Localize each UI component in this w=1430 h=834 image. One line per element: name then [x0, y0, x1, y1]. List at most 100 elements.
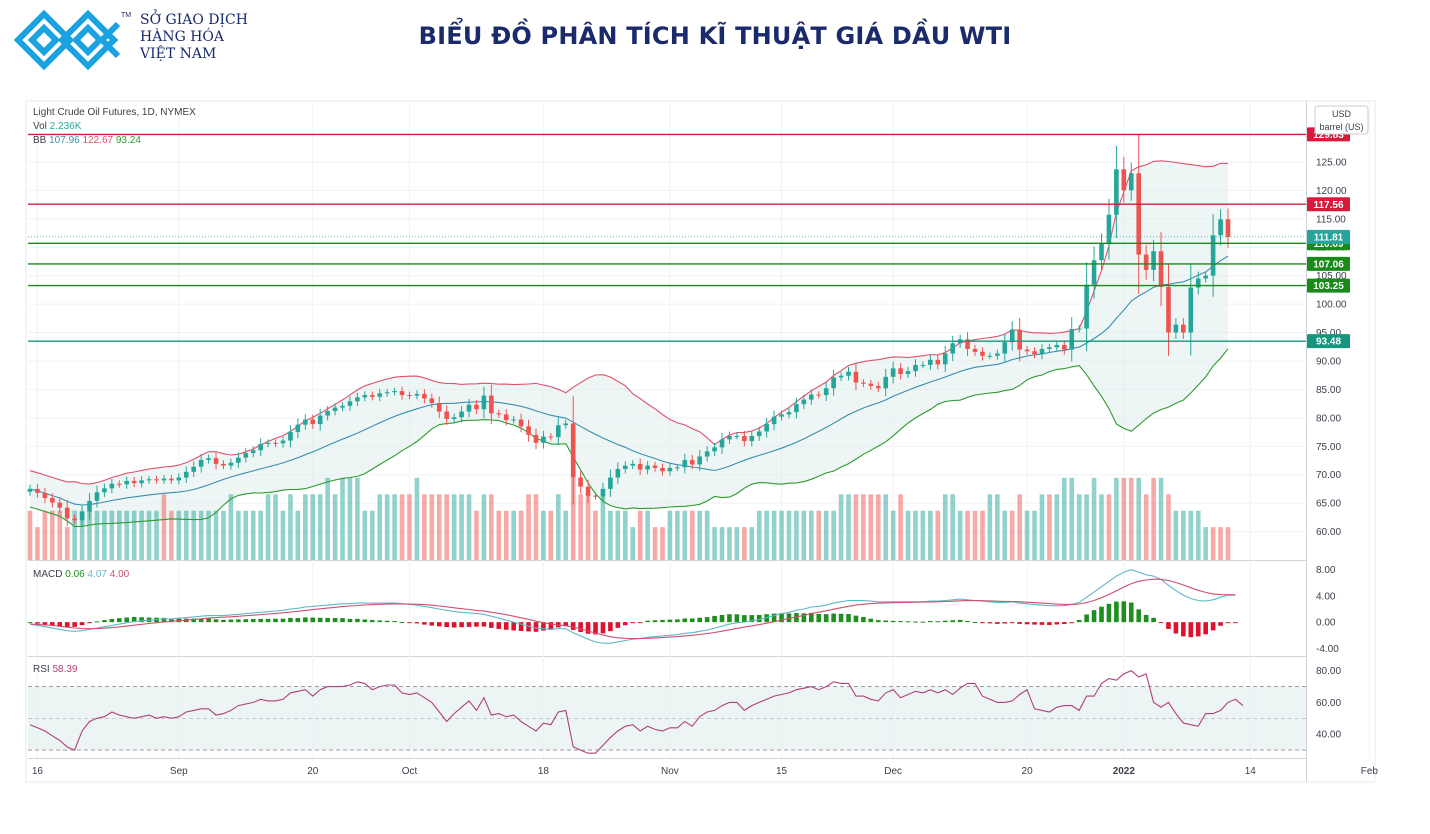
- overlay: 129.83 117.56 110.69 107.06 103.25 93.48 111.8…: [28, 105, 1369, 675]
- volume-bar: [995, 494, 1000, 560]
- macd-histogram-bar: [987, 622, 993, 624]
- candle-body: [414, 393, 420, 396]
- bollinger-basis-line: [29, 255, 1229, 506]
- macd-histogram-bar: [273, 618, 278, 623]
- candle-body: [198, 459, 204, 467]
- macd-histogram-bar: [742, 615, 747, 623]
- volume-bar: [1024, 510, 1030, 560]
- candle-body: [950, 343, 955, 354]
- candle-body: [369, 395, 375, 397]
- volume-bar: [541, 510, 546, 560]
- volume-bar: [1017, 494, 1022, 560]
- volume-bar: [660, 527, 665, 560]
- y-tick-label-9: 80.00: [1316, 413, 1341, 424]
- volume-bar: [124, 510, 130, 560]
- logo: TM: [13, 9, 254, 71]
- candle-body: [422, 393, 427, 399]
- macd-histogram-bar: [1091, 610, 1097, 623]
- candle-body: [236, 457, 241, 463]
- x-tick-label-2: 20: [307, 766, 319, 777]
- macd-histogram-bar: [481, 622, 487, 627]
- volume-bar: [42, 510, 48, 560]
- macd-tick-label-2: 0.00: [1316, 618, 1336, 629]
- candle-body: [310, 419, 316, 425]
- candle-body: [436, 403, 442, 412]
- volume-bar: [838, 494, 844, 560]
- volume-bar: [236, 510, 241, 560]
- candle-body: [1069, 329, 1075, 350]
- candle-body: [42, 492, 48, 499]
- macd-histogram-bar: [325, 617, 330, 623]
- candle-body: [384, 392, 390, 394]
- volume-bar: [399, 494, 405, 560]
- candle-body: [1009, 329, 1015, 343]
- candle-body: [875, 385, 881, 389]
- candle-body: [972, 348, 978, 352]
- x-tick-label-9: 2022: [1113, 766, 1136, 777]
- macd-histogram-bar: [340, 618, 345, 623]
- volume-bar: [1225, 527, 1231, 560]
- macd-histogram-bar: [459, 622, 464, 628]
- last-price-label: 111.81: [1314, 232, 1344, 243]
- macd-histogram-bar: [503, 622, 509, 630]
- macd-histogram-bar: [875, 620, 881, 623]
- y-tick-label-5: 100.00: [1316, 300, 1347, 311]
- macd-histogram-bar: [124, 617, 130, 623]
- volume-bar: [191, 510, 197, 560]
- macd-histogram-bar: [1173, 622, 1179, 634]
- volume-bar: [1166, 494, 1171, 560]
- macd-histogram-bar: [429, 622, 435, 626]
- volume-bar: [27, 510, 33, 560]
- candle-body: [1039, 348, 1045, 355]
- macd-histogram-bar: [444, 622, 450, 627]
- macd-histogram-bar: [801, 613, 807, 623]
- macd-histogram-bar: [317, 617, 323, 623]
- volume-bar: [1061, 477, 1067, 560]
- volume-bar: [682, 510, 688, 560]
- logo-line-3: VIỆT NAM: [140, 46, 217, 62]
- macd-histogram-bar: [1195, 622, 1201, 637]
- volume-bar: [176, 510, 182, 560]
- macd-histogram-bar: [570, 622, 576, 630]
- macd-histogram-bar: [1017, 622, 1022, 624]
- macd-histogram-bar: [920, 621, 926, 623]
- volume-bar: [556, 494, 561, 560]
- macd-histogram-bar: [436, 622, 442, 627]
- candle-body: [1151, 251, 1156, 270]
- macd-value: 0.06: [62, 569, 85, 580]
- y-tick-label-13: 60.00: [1316, 527, 1341, 538]
- x-tick-label-1: Sep: [170, 766, 188, 777]
- macd-histogram-bar: [1121, 601, 1127, 623]
- macd-histogram-bar: [548, 622, 554, 630]
- volume-bar: [563, 510, 569, 560]
- macd-histogram-bar: [622, 622, 628, 626]
- volume-bar: [1121, 477, 1127, 560]
- volume-bar: [1032, 510, 1037, 560]
- candle-body: [50, 498, 55, 503]
- chart-frame: [25, 100, 1376, 783]
- macd-histogram-bar: [749, 615, 755, 623]
- candle-body: [861, 382, 866, 384]
- volume-bar: [1173, 510, 1179, 560]
- price-pane: [27, 133, 1231, 560]
- volume-bar: [1128, 477, 1134, 560]
- volume-bar: [1188, 510, 1194, 560]
- macd-histogram-bar: [541, 622, 546, 631]
- macd-histogram-bar: [980, 622, 985, 624]
- rsi-legend: RSI 58.39: [33, 664, 78, 675]
- macd-histogram-bar: [72, 622, 77, 627]
- volume-bar: [712, 527, 717, 560]
- candle-body: [27, 488, 33, 492]
- macd-histogram-bar: [585, 622, 591, 634]
- macd-tick-label-1: 4.00: [1316, 591, 1336, 602]
- candle-body: [511, 419, 516, 421]
- volume-bar: [295, 510, 301, 560]
- macd-histogram-bar: [64, 622, 70, 628]
- volume-bar: [1195, 510, 1201, 560]
- macd-histogram-bar: [414, 622, 420, 624]
- candle-body: [407, 395, 412, 397]
- macd-histogram-bar: [228, 619, 234, 623]
- candle-body: [1099, 243, 1104, 261]
- macd-histogram-bar: [689, 618, 695, 623]
